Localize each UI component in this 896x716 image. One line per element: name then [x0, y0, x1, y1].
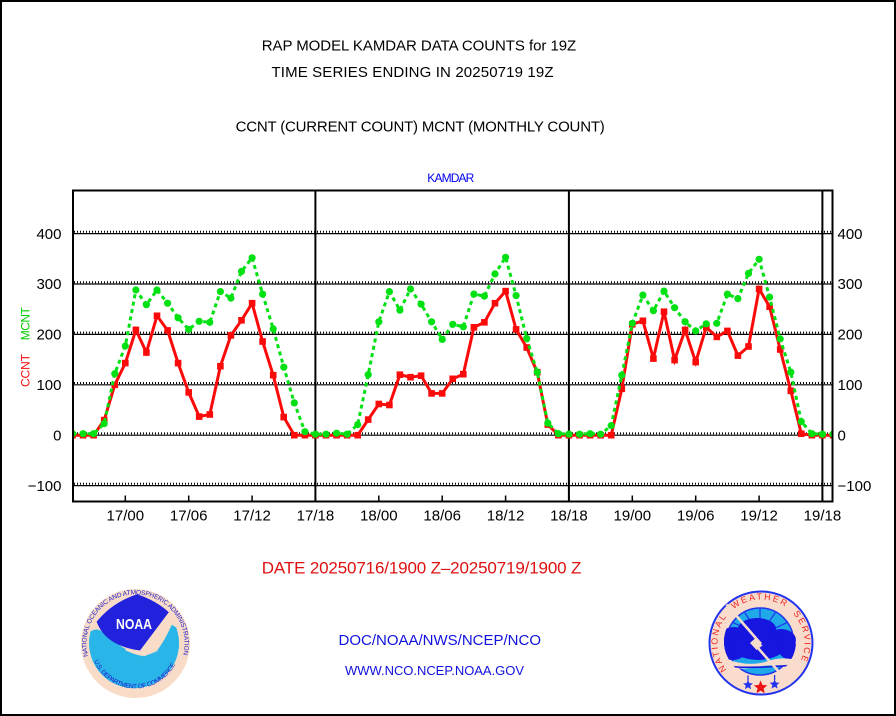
svg-text:NOAA: NOAA — [116, 616, 152, 633]
svg-text:18/18: 18/18 — [550, 508, 588, 525]
svg-text:−100: −100 — [28, 478, 62, 495]
svg-text:KAMDAR: KAMDAR — [427, 171, 474, 185]
svg-text:17/00: 17/00 — [107, 508, 145, 525]
svg-text:17/12: 17/12 — [233, 508, 271, 525]
svg-text:−100: −100 — [838, 478, 872, 495]
svg-text:DOC/NOAA/NWS/NCEP/NCO: DOC/NOAA/NWS/NCEP/NCO — [339, 632, 542, 649]
svg-text:19/12: 19/12 — [740, 508, 778, 525]
svg-text:300: 300 — [36, 276, 61, 293]
svg-text:200: 200 — [838, 327, 863, 344]
svg-text:400: 400 — [838, 226, 863, 243]
svg-text:19/00: 19/00 — [614, 508, 652, 525]
svg-text:18/06: 18/06 — [423, 508, 461, 525]
svg-text:18/12: 18/12 — [487, 508, 525, 525]
svg-text:19/06: 19/06 — [677, 508, 715, 525]
svg-text:400: 400 — [36, 226, 61, 243]
svg-text:200: 200 — [36, 327, 61, 344]
svg-text:WWW.NCO.NCEP.NOAA.GOV: WWW.NCO.NCEP.NOAA.GOV — [345, 663, 524, 678]
svg-text:MCNT: MCNT — [19, 307, 33, 341]
svg-text:100: 100 — [36, 377, 61, 394]
svg-text:19/18: 19/18 — [804, 508, 842, 525]
svg-text:RAP MODEL KAMDAR DATA COUNTS f: RAP MODEL KAMDAR DATA COUNTS for 19Z — [262, 38, 577, 55]
svg-text:0: 0 — [53, 427, 61, 444]
svg-text:17/06: 17/06 — [170, 508, 208, 525]
svg-text:DATE 20250716/1900 Z–20250719/: DATE 20250716/1900 Z–20250719/1900 Z — [262, 559, 582, 578]
svg-text:18/00: 18/00 — [360, 508, 398, 525]
svg-text:0: 0 — [838, 427, 846, 444]
svg-text:17/18: 17/18 — [297, 508, 335, 525]
svg-text:TIME SERIES ENDING IN 20250719: TIME SERIES ENDING IN 20250719 19Z — [272, 64, 554, 81]
svg-text:CCNT (CURRENT COUNT) MCNT (MON: CCNT (CURRENT COUNT) MCNT (MONTHLY COUNT… — [236, 118, 605, 135]
svg-text:100: 100 — [838, 377, 863, 394]
svg-text:300: 300 — [838, 276, 863, 293]
svg-text:CCNT: CCNT — [19, 353, 33, 387]
